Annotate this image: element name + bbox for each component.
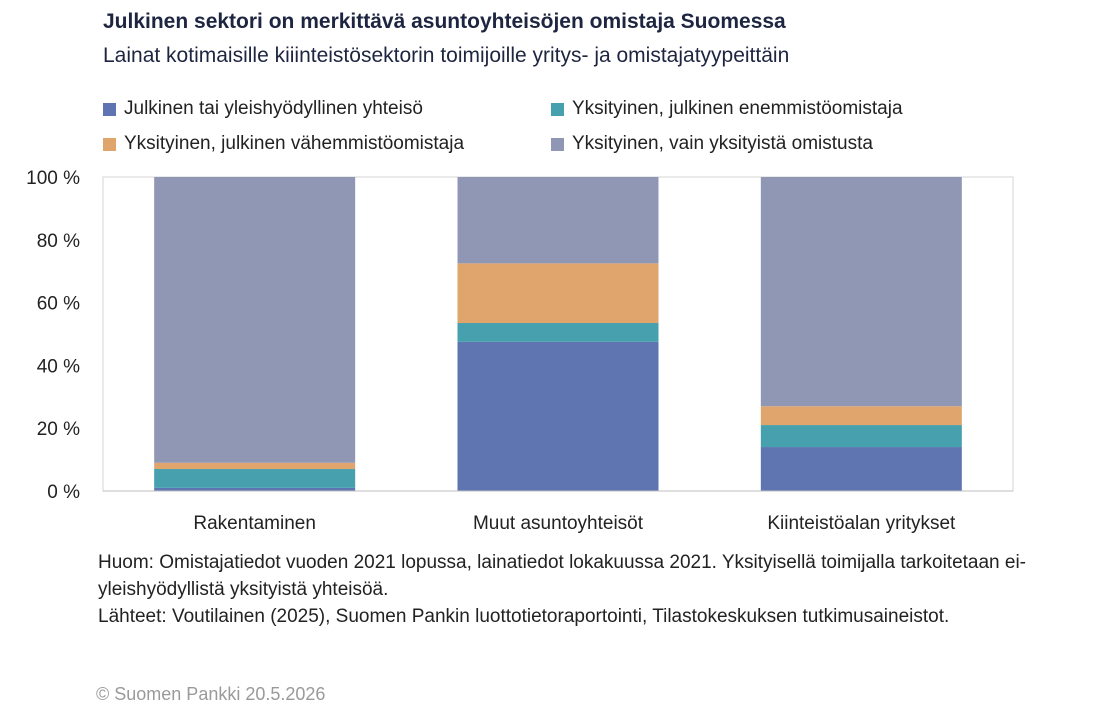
y-tick-label: 0 % xyxy=(47,482,80,503)
source-line: Lähteet: Voutilainen (2025), Suomen Pank… xyxy=(98,606,950,627)
legend-item-vahemmisto: Yksityinen, julkinen vähemmistöomistaja xyxy=(103,133,464,155)
bar-segment xyxy=(760,406,962,426)
legend-swatch xyxy=(103,102,116,116)
chart-notes: Huom: Omistajatiedot vuoden 2021 lopussa… xyxy=(98,549,1088,630)
legend-swatch xyxy=(103,137,116,151)
legend: Julkinen tai yleishyödyllinen yhteisö Yk… xyxy=(103,98,1003,162)
bar-segment xyxy=(457,263,659,324)
legend-swatch xyxy=(551,102,564,116)
x-tick-label: Kiinteistöalan yritykset xyxy=(767,513,956,534)
y-tick-label: 80 % xyxy=(37,231,80,252)
bar-segment xyxy=(457,177,659,264)
x-tick-label: Muut asuntoyhteisöt xyxy=(473,513,644,534)
bar-segment xyxy=(457,341,659,491)
note-line: Huom: Omistajatiedot vuoden 2021 lopussa… xyxy=(98,552,1027,600)
legend-item-yksityinen: Yksityinen, vain yksityistä omistusta xyxy=(551,133,873,155)
bar-segment xyxy=(457,323,659,342)
bar-segment xyxy=(760,447,962,491)
bar-segment xyxy=(154,487,356,491)
legend-label: Julkinen tai yleishyödyllinen yhteisö xyxy=(124,98,423,119)
legend-swatch xyxy=(551,137,564,151)
bar-segment xyxy=(760,177,962,407)
legend-item-enemmisto: Yksityinen, julkinen enemmistöomistaja xyxy=(551,98,903,120)
bar-segment xyxy=(154,469,356,488)
bar-segment xyxy=(154,462,356,470)
y-tick-label: 100 % xyxy=(26,168,80,189)
legend-label: Yksityinen, julkinen enemmistöomistaja xyxy=(572,98,903,119)
y-tick-label: 20 % xyxy=(37,419,80,440)
chart-title: Julkinen sektori on merkittävä asuntoyht… xyxy=(103,10,786,33)
bar-segment xyxy=(154,177,356,463)
y-tick-label: 60 % xyxy=(37,294,80,315)
legend-label: Yksityinen, julkinen vähemmistöomistaja xyxy=(124,133,465,154)
legend-label: Yksityinen, vain yksityistä omistusta xyxy=(572,133,873,154)
copyright: © Suomen Pankki 20.5.2026 xyxy=(96,684,326,704)
bar-segment xyxy=(760,425,962,448)
legend-item-julkinen: Julkinen tai yleishyödyllinen yhteisö xyxy=(103,98,423,120)
y-tick-label: 40 % xyxy=(37,356,80,377)
chart-subtitle: Lainat kotimaisille kiiinteistösektorin … xyxy=(103,44,790,67)
x-tick-label: Rakentaminen xyxy=(193,513,316,534)
